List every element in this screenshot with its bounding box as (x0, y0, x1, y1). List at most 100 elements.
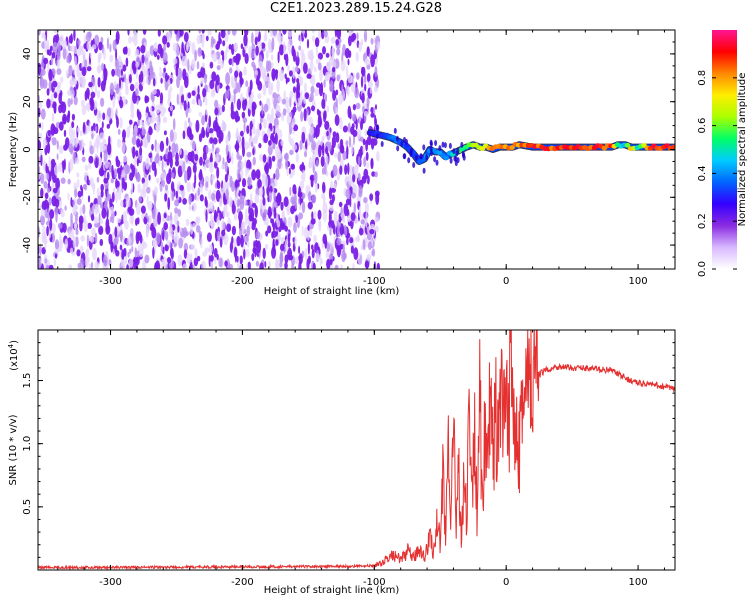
noise-blob (352, 104, 356, 111)
noise-blob (296, 91, 301, 99)
noise-blob (67, 192, 70, 201)
noise-blob (236, 98, 242, 111)
noise-blob (88, 263, 92, 269)
noise-blob (236, 189, 239, 201)
x-tick-label-top: -300 (99, 276, 122, 287)
ridge-scatter (435, 159, 439, 166)
y-tick-label-bottom: 0.5 (22, 499, 33, 515)
noise-blob (82, 50, 86, 60)
noise-blob (156, 177, 160, 184)
noise-blob (193, 181, 196, 189)
noise-blob (74, 222, 77, 231)
noise-blob (116, 58, 119, 72)
noise-blob (244, 159, 247, 169)
noise-blob (231, 225, 236, 236)
noise-blob (175, 152, 179, 163)
noise-blob (210, 35, 214, 48)
noise-blob (201, 33, 205, 41)
noise-blob (42, 137, 47, 149)
noise-blob (307, 191, 312, 202)
noise-blob (197, 85, 200, 95)
noise-blob (142, 242, 148, 249)
noise-blob (89, 145, 94, 155)
noise-blob (81, 156, 86, 163)
noise-blob (364, 129, 368, 137)
noise-blob (134, 48, 140, 58)
noise-blob (89, 52, 92, 59)
noise-blob (64, 205, 67, 211)
noise-blob (364, 260, 370, 269)
noise-blob (279, 44, 284, 56)
noise-blob (325, 155, 329, 168)
noise-blob (200, 66, 206, 78)
noise-blob (227, 88, 230, 100)
noise-blob (164, 193, 168, 202)
noise-blob (186, 181, 192, 193)
noise-blob (330, 36, 336, 44)
noise-blob (47, 129, 51, 137)
noise-blob (144, 254, 150, 264)
noise-blob (76, 178, 80, 189)
noise-blob (358, 41, 363, 53)
noise-blob (111, 164, 114, 178)
noise-blob (254, 247, 257, 258)
noise-blob (125, 57, 129, 67)
noise-blob (102, 112, 106, 121)
noise-blob (238, 199, 241, 206)
noise-blob (54, 253, 58, 259)
noise-blob (80, 235, 85, 242)
noise-blob (324, 93, 328, 102)
noise-blob (159, 92, 164, 103)
noise-blob (174, 207, 179, 214)
noise-blob (116, 180, 120, 188)
noise-blob (109, 216, 112, 223)
noise-blob (195, 216, 201, 224)
noise-blob (119, 99, 124, 109)
ridge-point (390, 135, 397, 140)
ridge-scatter (456, 147, 460, 154)
noise-blob (274, 132, 278, 145)
noise-blob (218, 197, 223, 208)
noise-blob (128, 234, 131, 244)
noise-blob (271, 231, 274, 239)
noise-blob (174, 30, 178, 35)
noise-blob (353, 247, 359, 260)
noise-blob (374, 225, 379, 233)
noise-blob (95, 157, 98, 164)
noise-blob (58, 162, 63, 173)
noise-blob (175, 66, 179, 77)
noise-blob (252, 125, 256, 135)
noise-blob (355, 72, 360, 80)
noise-blob (187, 92, 192, 99)
noise-blob (198, 30, 202, 34)
noise-blob (348, 136, 352, 148)
ridge-scatter (395, 135, 399, 142)
noise-blob (87, 222, 92, 229)
noise-blob (72, 235, 76, 249)
noise-blob (220, 50, 224, 56)
noise-blob (51, 52, 56, 59)
noise-blob (240, 92, 244, 103)
noise-blob (129, 119, 133, 125)
noise-blob (327, 224, 330, 232)
ridge-scatter (380, 141, 384, 147)
noise-blob (330, 187, 336, 193)
noise-blob (234, 110, 239, 123)
ridge-scatter (420, 153, 423, 160)
noise-blob (354, 236, 361, 243)
noise-blob (209, 137, 214, 144)
noise-blob (229, 67, 233, 74)
noise-blob (262, 247, 266, 259)
noise-blob (353, 202, 357, 214)
noise-blob (313, 234, 317, 244)
noise-blob (147, 216, 150, 223)
noise-blob (287, 30, 293, 38)
noise-blob (76, 249, 81, 257)
noise-blob (92, 247, 97, 261)
noise-blob (202, 251, 208, 257)
noise-blob (360, 75, 364, 88)
noise-blob (135, 172, 141, 183)
noise-blob (205, 97, 208, 106)
noise-blob (182, 198, 188, 205)
noise-blob (81, 104, 87, 116)
